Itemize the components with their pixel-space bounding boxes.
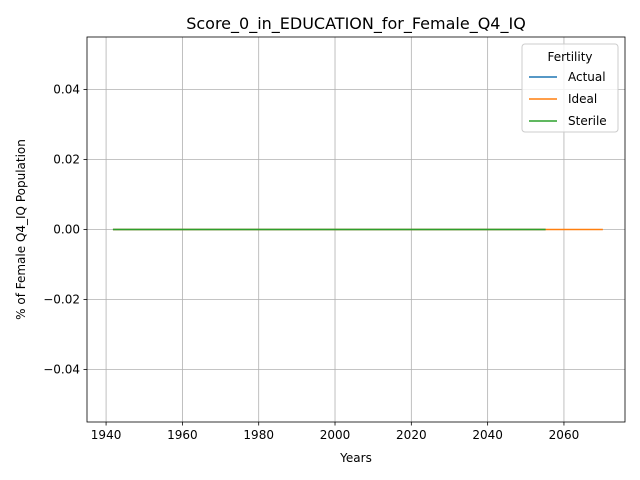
legend-box: [521, 43, 619, 133]
y-tick-label: −0.04: [43, 363, 80, 377]
x-axis-ticks: 1940 1960 1980 2000 2020 2040 2060: [91, 422, 579, 442]
legend-items: Actual Ideal Sterile: [529, 70, 607, 128]
x-tick-label: 1940: [91, 428, 122, 442]
y-tick-label: 0.02: [53, 153, 80, 167]
y-tick-label: 0.00: [53, 223, 80, 237]
legend-label-sterile: Sterile: [568, 114, 607, 128]
y-axis-label: % of Female Q4_IQ Population: [14, 139, 28, 320]
x-tick-label: 1960: [167, 428, 198, 442]
legend-label-ideal: Ideal: [568, 92, 597, 106]
legend-label-actual: Actual: [568, 70, 606, 84]
legend: Fertility Actual Ideal Sterile: [521, 43, 619, 133]
legend-title: Fertility: [547, 50, 592, 64]
y-axis-ticks: −0.04 −0.02 0.00 0.02 0.04: [43, 83, 87, 377]
x-axis-label: Years: [339, 451, 372, 465]
x-tick-label: 2020: [396, 428, 427, 442]
x-tick-label: 2040: [472, 428, 503, 442]
x-tick-label: 2060: [549, 428, 580, 442]
x-tick-label: 1980: [243, 428, 274, 442]
y-tick-label: 0.04: [53, 83, 80, 97]
x-tick-label: 2000: [320, 428, 351, 442]
chart-title: Score_0_in_EDUCATION_for_Female_Q4_IQ: [186, 14, 526, 34]
y-tick-label: −0.02: [43, 293, 80, 307]
